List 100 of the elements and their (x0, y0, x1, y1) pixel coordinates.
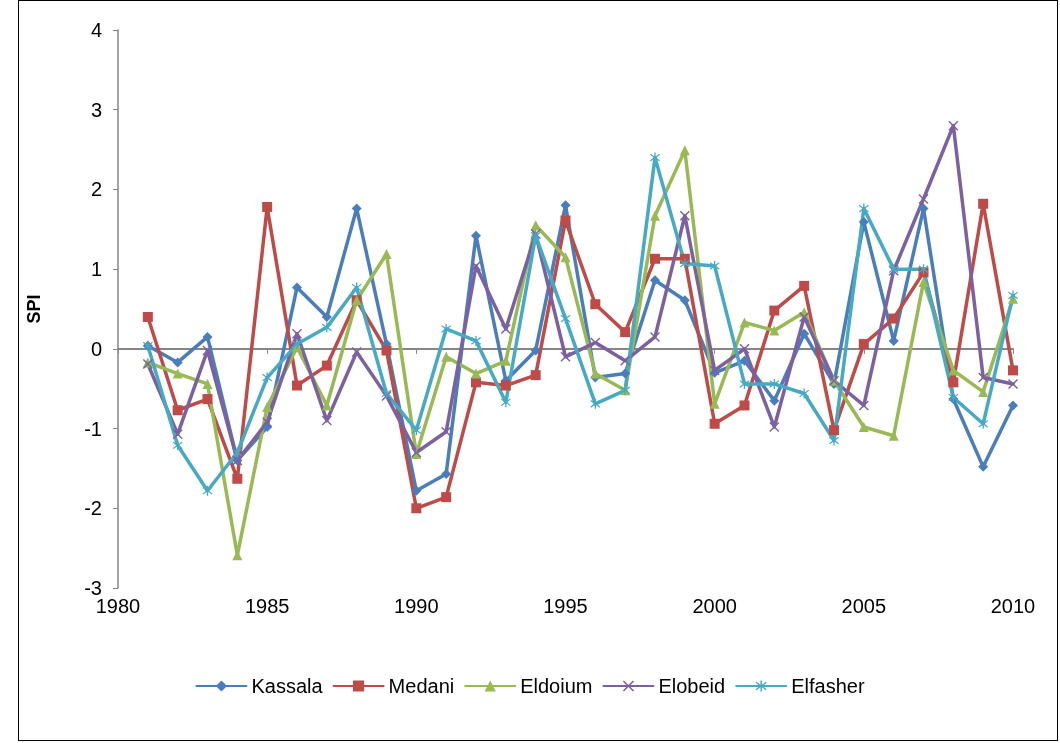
point (262, 417, 273, 428)
point (829, 425, 839, 436)
x-tick-label: 1990 (394, 595, 439, 617)
point (799, 328, 810, 339)
point (560, 215, 571, 226)
legend-label: Eldoium (520, 675, 593, 697)
point (858, 339, 869, 350)
point (381, 345, 392, 356)
point (650, 331, 660, 342)
y-tick-label: 4 (90, 19, 102, 41)
point (858, 421, 869, 432)
y-tick-label: -2 (84, 497, 102, 520)
point (411, 485, 422, 496)
point (321, 360, 332, 371)
point (679, 145, 690, 156)
point (500, 323, 511, 334)
point (620, 368, 631, 379)
point (202, 345, 213, 356)
legend-label: Medani (388, 675, 455, 697)
x-tick-label: 1985 (244, 595, 290, 617)
point (500, 380, 511, 391)
point (978, 418, 989, 429)
point (471, 260, 481, 271)
point (1008, 400, 1018, 411)
point (262, 402, 273, 413)
point (799, 280, 810, 291)
point (202, 331, 213, 342)
point (590, 299, 601, 310)
point (202, 378, 213, 389)
point (948, 365, 959, 376)
point (292, 282, 302, 293)
point (262, 201, 273, 212)
x-tick-label: 1995 (543, 595, 588, 617)
point (858, 203, 869, 214)
legend-label: Elfasher (791, 675, 865, 697)
point (918, 193, 929, 204)
y-tick-label: 1 (90, 258, 102, 281)
point (321, 322, 332, 333)
point (1008, 365, 1018, 376)
point (411, 425, 422, 436)
point (172, 429, 183, 440)
point (202, 485, 213, 496)
point (172, 357, 183, 368)
y-tick-label: 3 (90, 98, 102, 121)
point (441, 426, 452, 437)
y-tick-label: 0 (90, 337, 102, 360)
point (232, 473, 243, 484)
point (709, 260, 720, 271)
point (739, 400, 750, 411)
point (799, 311, 810, 322)
point (769, 378, 780, 389)
point (471, 368, 481, 379)
point (411, 503, 422, 514)
point (769, 305, 780, 316)
x-tick-label: 2005 (841, 595, 887, 617)
point (441, 323, 452, 334)
point (739, 378, 750, 389)
point (530, 345, 541, 356)
point (769, 395, 780, 406)
point (948, 120, 959, 131)
point (769, 421, 780, 432)
point (441, 351, 452, 362)
point (142, 311, 153, 322)
point (799, 388, 810, 399)
point (709, 418, 720, 429)
point (172, 440, 183, 451)
point (262, 372, 273, 383)
point (739, 317, 750, 328)
point (351, 282, 362, 293)
legend-label: Elobeid (658, 675, 726, 697)
point (978, 198, 989, 209)
point (978, 386, 989, 397)
point (858, 217, 869, 228)
point (500, 397, 511, 408)
point (441, 469, 452, 480)
y-tick-label: 2 (90, 178, 102, 201)
point (679, 295, 690, 306)
point (650, 275, 660, 286)
point (441, 492, 452, 503)
point (232, 447, 243, 458)
point (620, 355, 631, 366)
point (172, 368, 183, 379)
point (590, 337, 601, 348)
point (679, 258, 690, 269)
point (650, 152, 660, 163)
point (351, 347, 362, 358)
point (739, 343, 750, 354)
x-tick-label: 2010 (990, 595, 1036, 617)
point (769, 325, 780, 336)
point (829, 435, 839, 446)
x-tick-label: 2000 (692, 595, 737, 617)
point (650, 253, 660, 264)
point (172, 405, 183, 416)
point (321, 415, 332, 426)
point (948, 377, 959, 388)
y-tick-label: -1 (84, 417, 102, 440)
point (858, 400, 869, 411)
point (381, 249, 392, 259)
point (978, 461, 989, 472)
legend-label: Kassala (251, 675, 324, 697)
